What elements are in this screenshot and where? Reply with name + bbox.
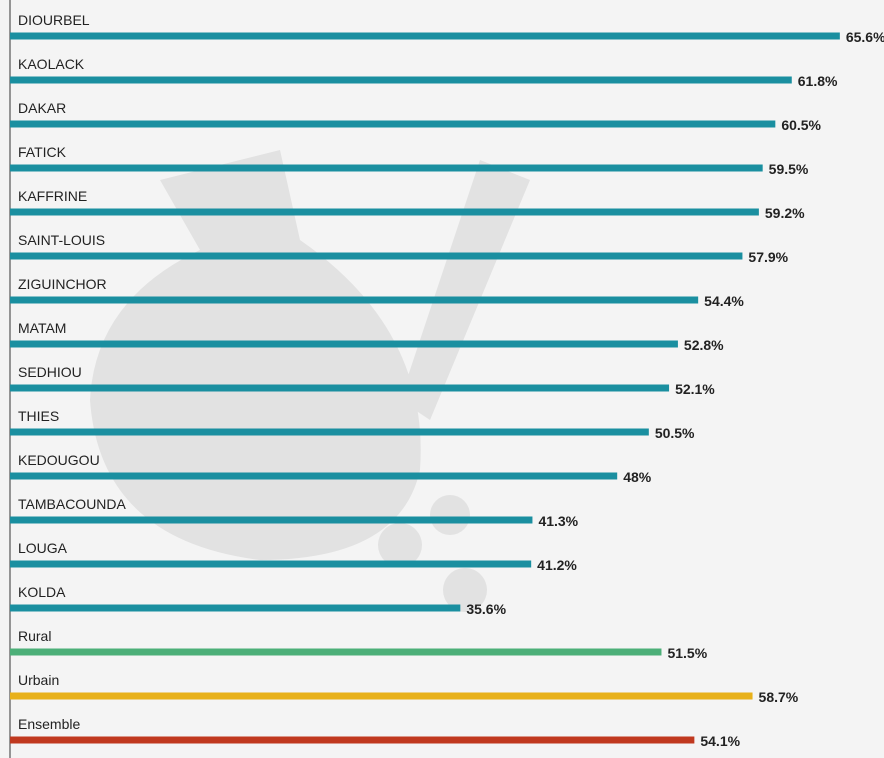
category-label: MATAM: [18, 320, 66, 336]
watermark: [90, 150, 530, 612]
value-label: 54.1%: [700, 733, 740, 749]
value-label: 58.7%: [759, 689, 799, 705]
bar: [10, 32, 840, 40]
category-label: Ensemble: [18, 716, 80, 732]
category-label: DIOURBEL: [18, 12, 90, 28]
bar: [10, 340, 678, 348]
bar: [10, 208, 759, 216]
value-label: 48%: [623, 469, 652, 485]
value-label: 59.5%: [769, 161, 809, 177]
value-label: 65.6%: [846, 29, 884, 45]
category-label: TAMBACOUNDA: [18, 496, 127, 512]
watermark-dot: [430, 495, 470, 535]
category-label: KAFFRINE: [18, 188, 87, 204]
bar: [10, 560, 532, 568]
value-label: 50.5%: [655, 425, 695, 441]
category-label: KAOLACK: [18, 56, 85, 72]
category-label: SEDHIOU: [18, 364, 82, 380]
bar: [10, 76, 792, 84]
bar: [10, 604, 461, 612]
bar: [10, 516, 533, 524]
bar: [10, 252, 743, 260]
value-label: 35.6%: [466, 601, 506, 617]
category-label: FATICK: [18, 144, 67, 160]
value-label: 52.1%: [675, 381, 715, 397]
value-label: 60.5%: [781, 117, 821, 133]
value-label: 51.5%: [667, 645, 707, 661]
bar: [10, 428, 649, 436]
value-label: 61.8%: [798, 73, 838, 89]
value-label: 41.3%: [538, 513, 578, 529]
value-label: 41.2%: [537, 557, 577, 573]
category-label: KEDOUGOU: [18, 452, 100, 468]
watermark-bolt: [400, 160, 530, 420]
value-label: 57.9%: [748, 249, 788, 265]
bar: [10, 648, 662, 656]
bar: [10, 472, 618, 480]
bar: [10, 736, 695, 744]
bar: [10, 164, 763, 172]
category-label: KOLDA: [18, 584, 66, 600]
watermark-dot: [443, 568, 487, 612]
category-label: ZIGUINCHOR: [18, 276, 107, 292]
value-label: 59.2%: [765, 205, 805, 221]
bar: [10, 384, 670, 392]
category-label: Rural: [18, 628, 51, 644]
watermark-dot: [378, 523, 422, 567]
category-label: SAINT-LOUIS: [18, 232, 105, 248]
value-label: 54.4%: [704, 293, 744, 309]
category-label: LOUGA: [18, 540, 68, 556]
category-label: DAKAR: [18, 100, 66, 116]
bar: [10, 120, 776, 128]
category-label: THIES: [18, 408, 59, 424]
bar: [10, 296, 699, 304]
category-label: Urbain: [18, 672, 59, 688]
value-label: 52.8%: [684, 337, 724, 353]
bar: [10, 692, 753, 700]
watermark-bag: [90, 150, 421, 560]
